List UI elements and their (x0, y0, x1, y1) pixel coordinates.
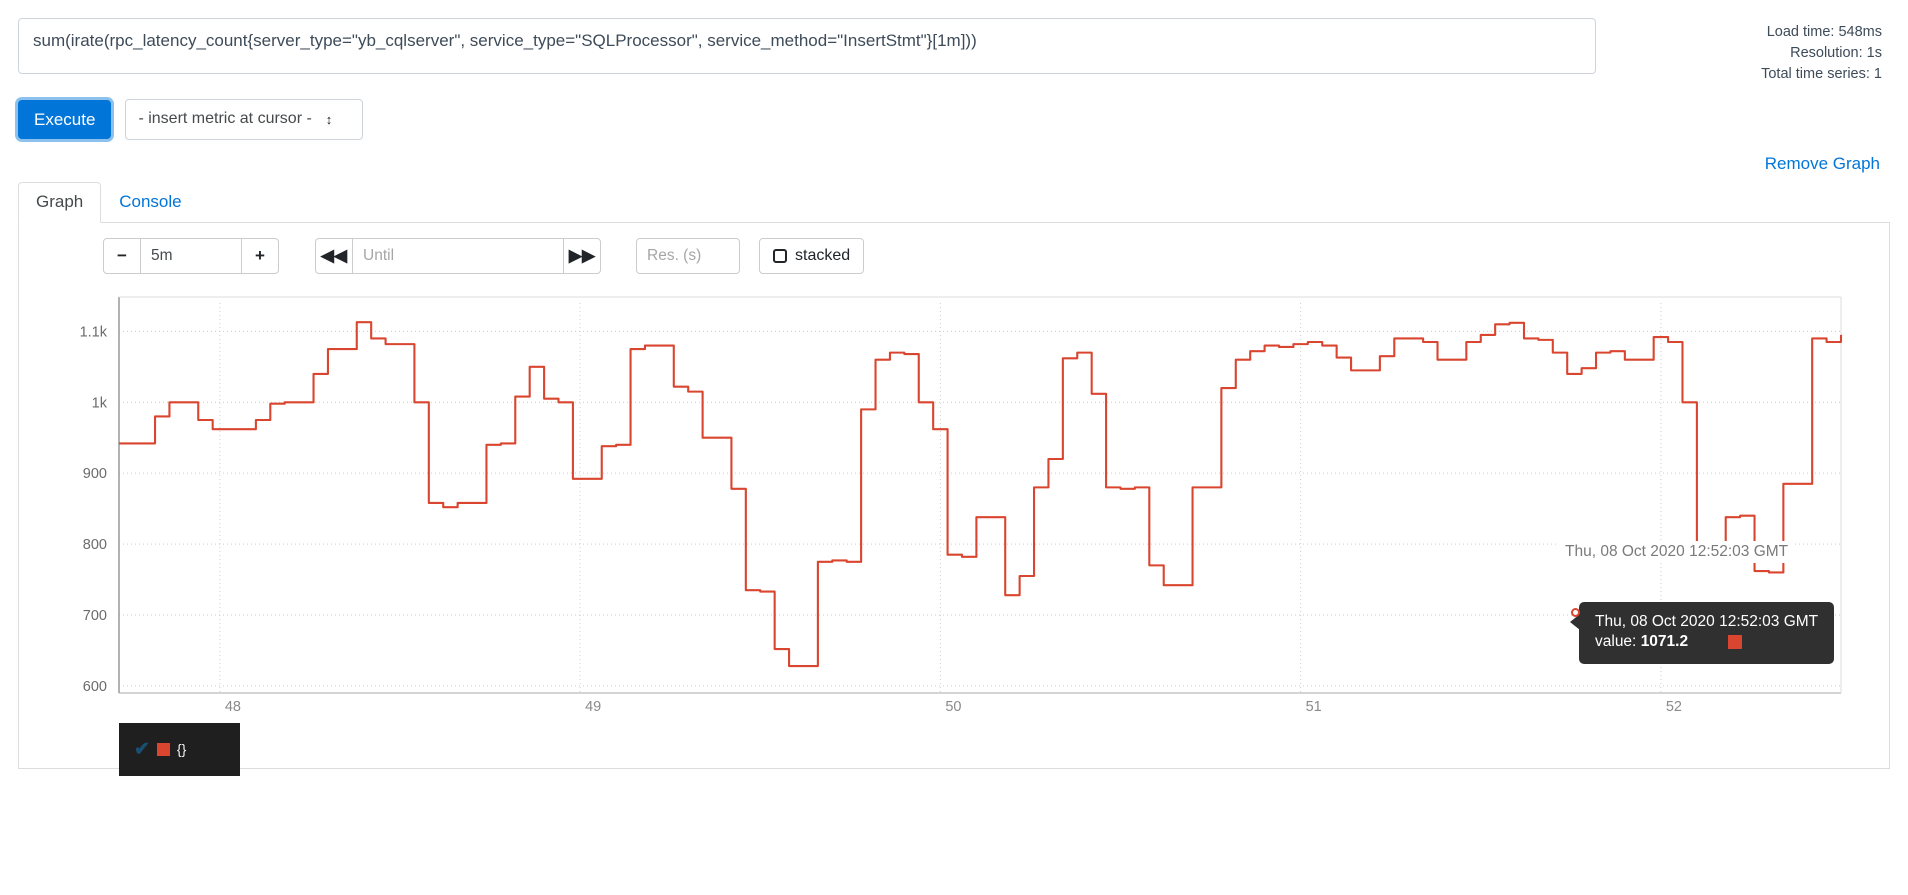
tooltip-value-text: value: 1071.2 (1595, 632, 1688, 652)
execute-row: Execute - insert metric at cursor - ↕ (0, 85, 1908, 140)
tooltip-value-row: value: 1071.2 (1595, 632, 1818, 652)
range-decrease-button[interactable]: − (103, 237, 141, 274)
legend-series-swatch (156, 742, 170, 756)
tabs-wrapper: Graph Console − + ◀◀ ▶▶ stac (0, 174, 1908, 776)
svg-text:48: 48 (225, 699, 241, 715)
chart-legend[interactable]: ✔ {} (119, 722, 240, 776)
range-group: − + (103, 237, 279, 274)
legend-series-label: {} (176, 741, 187, 758)
insert-metric-select[interactable]: - insert metric at cursor - ↕ (125, 98, 364, 140)
checkbox-icon (773, 248, 787, 263)
tab-list: Graph Console (18, 182, 1890, 223)
total-time-series: Total time series: 1 (1761, 65, 1882, 82)
resolution: Resolution: 1s (1790, 44, 1882, 61)
svg-text:700: 700 (83, 608, 107, 624)
until-group: ◀◀ ▶▶ (315, 237, 601, 274)
tab-graph[interactable]: Graph (18, 182, 102, 223)
execute-button[interactable]: Execute (18, 99, 112, 139)
until-input[interactable] (353, 237, 563, 274)
graph-tab-panel: − + ◀◀ ▶▶ stacked 600 700 800 900 1k 1.1k 48 49 (18, 222, 1890, 776)
chevron-updown-icon: ↕ (325, 111, 333, 127)
svg-text:50: 50 (945, 699, 961, 715)
svg-text:1k: 1k (92, 395, 108, 411)
expression-wrapper (18, 18, 1610, 79)
check-icon: ✔ (134, 738, 150, 760)
svg-text:900: 900 (83, 466, 107, 482)
series-tooltip: Thu, 08 Oct 2020 12:52:03 GMT value: 107… (1569, 601, 1835, 664)
graph-controls: − + ◀◀ ▶▶ stacked (19, 223, 1889, 274)
time-series-chart[interactable]: 600 700 800 900 1k 1.1k 48 49 50 51 52 (19, 295, 1891, 715)
svg-text:49: 49 (585, 699, 601, 715)
stacked-toggle[interactable]: stacked (759, 237, 865, 274)
step-backward-icon[interactable]: ◀◀ (315, 237, 353, 274)
expression-row: Load time: 548ms Resolution: 1s Total ti… (0, 0, 1908, 85)
tooltip-value: 1071.2 (1640, 633, 1689, 651)
tab-console[interactable]: Console (119, 192, 182, 212)
load-time: Load time: 548ms (1766, 24, 1882, 40)
svg-text:52: 52 (1666, 699, 1682, 715)
stacked-label: stacked (795, 246, 851, 264)
expression-input[interactable] (18, 18, 1596, 74)
step-forward-icon[interactable]: ▶▶ (563, 237, 601, 274)
query-stats: Load time: 548ms Resolution: 1s Total ti… (1610, 18, 1890, 85)
tooltip-time: Thu, 08 Oct 2020 12:52:03 GMT (1595, 612, 1819, 630)
tooltip-value-label: value: (1595, 633, 1637, 651)
svg-text:600: 600 (83, 679, 107, 695)
remove-graph-row: Remove Graph (0, 140, 1908, 174)
hover-axis-time: Thu, 08 Oct 2020 12:52:03 GMT (1559, 540, 1795, 563)
range-increase-button[interactable]: + (241, 237, 279, 274)
insert-metric-label: - insert metric at cursor - (138, 110, 312, 128)
remove-graph-link[interactable]: Remove Graph (1764, 153, 1880, 173)
tooltip-series-swatch (1728, 635, 1743, 650)
range-input[interactable] (141, 237, 241, 274)
svg-text:1.1k: 1.1k (80, 324, 108, 340)
hover-point-marker (1571, 607, 1580, 617)
resolution-input[interactable] (636, 237, 740, 274)
svg-text:800: 800 (83, 537, 107, 553)
chart-area: 600 700 800 900 1k 1.1k 48 49 50 51 52 (19, 295, 1889, 715)
svg-text:51: 51 (1306, 699, 1322, 715)
